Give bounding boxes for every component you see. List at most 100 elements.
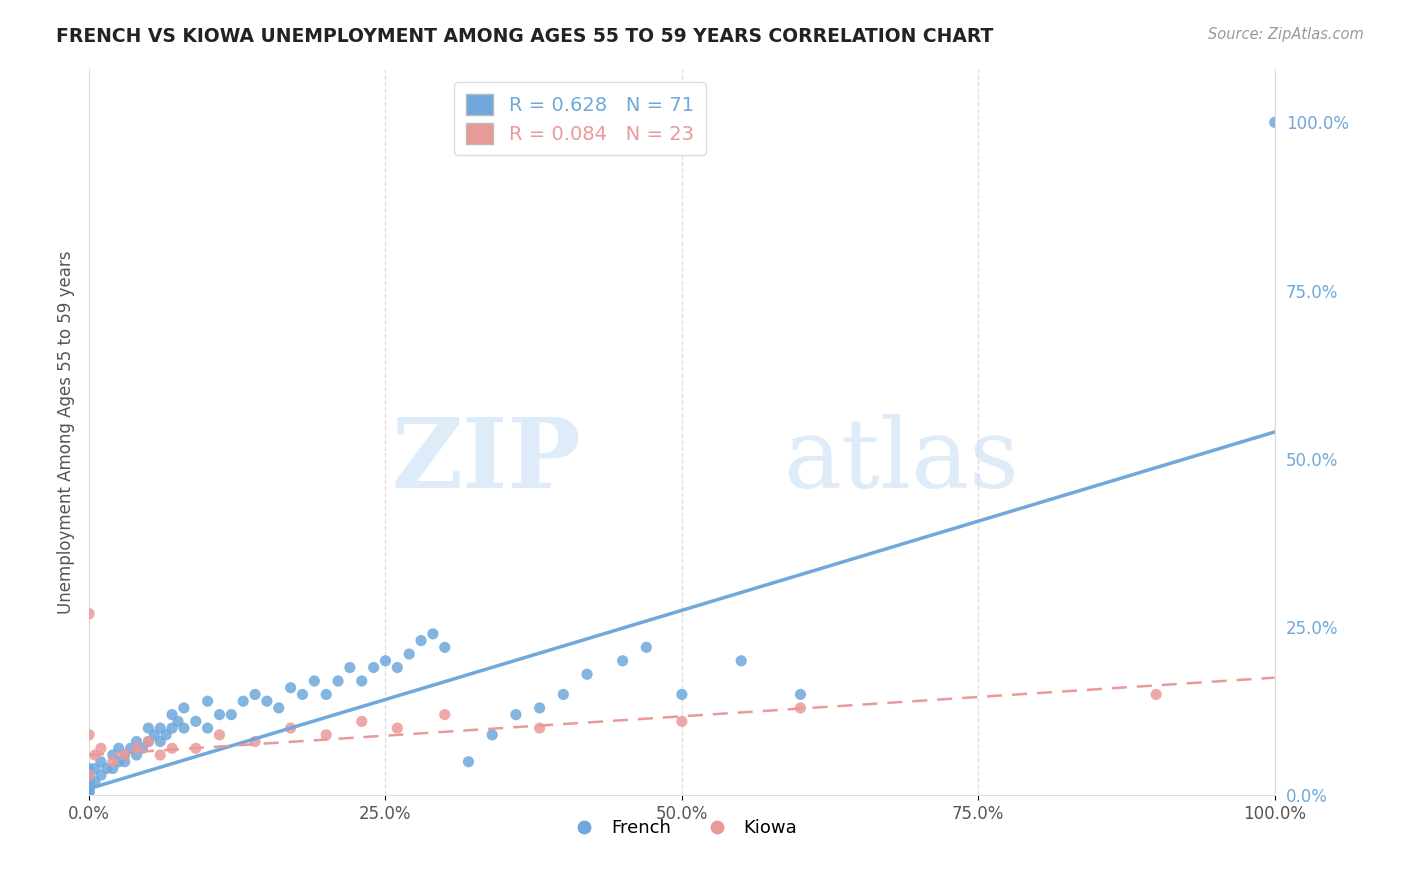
Point: [173, 701, 195, 715]
Point: [576, 667, 599, 681]
Point: [167, 714, 190, 729]
Point: [208, 707, 231, 722]
Point: [280, 681, 302, 695]
Point: [221, 707, 243, 722]
Point: [101, 747, 124, 762]
Point: [315, 688, 337, 702]
Text: FRENCH VS KIOWA UNEMPLOYMENT AMONG AGES 55 TO 59 YEARS CORRELATION CHART: FRENCH VS KIOWA UNEMPLOYMENT AMONG AGES …: [56, 27, 994, 45]
Text: ZIP: ZIP: [392, 414, 581, 508]
Point: [138, 734, 160, 748]
Point: [267, 701, 290, 715]
Point: [553, 688, 575, 702]
Point: [77, 781, 100, 796]
Point: [1264, 115, 1286, 129]
Point: [433, 707, 456, 722]
Point: [84, 762, 107, 776]
Point: [77, 785, 100, 799]
Point: [107, 755, 129, 769]
Point: [789, 688, 811, 702]
Point: [77, 778, 100, 792]
Point: [363, 660, 385, 674]
Point: [243, 734, 266, 748]
Point: [160, 721, 183, 735]
Point: [505, 707, 527, 722]
Point: [131, 741, 153, 756]
Point: [84, 747, 107, 762]
Point: [184, 714, 207, 729]
Point: [90, 755, 112, 769]
Point: [77, 781, 100, 796]
Point: [422, 627, 444, 641]
Point: [96, 762, 118, 776]
Point: [101, 755, 124, 769]
Point: [138, 734, 160, 748]
Point: [612, 654, 634, 668]
Point: [173, 721, 195, 735]
Point: [77, 768, 100, 782]
Text: Source: ZipAtlas.com: Source: ZipAtlas.com: [1208, 27, 1364, 42]
Point: [256, 694, 278, 708]
Point: [77, 775, 100, 789]
Point: [291, 688, 314, 702]
Point: [149, 734, 172, 748]
Point: [149, 721, 172, 735]
Point: [138, 721, 160, 735]
Point: [326, 673, 349, 688]
Point: [730, 654, 752, 668]
Point: [77, 785, 100, 799]
Point: [120, 741, 142, 756]
Point: [529, 701, 551, 715]
Point: [143, 728, 166, 742]
Point: [409, 633, 432, 648]
Point: [350, 673, 373, 688]
Point: [90, 768, 112, 782]
Point: [77, 778, 100, 792]
Point: [232, 694, 254, 708]
Point: [77, 728, 100, 742]
Point: [243, 688, 266, 702]
Point: [155, 728, 177, 742]
Point: [433, 640, 456, 655]
Point: [789, 701, 811, 715]
Point: [529, 721, 551, 735]
Point: [77, 768, 100, 782]
Point: [125, 741, 148, 756]
Point: [160, 707, 183, 722]
Point: [84, 775, 107, 789]
Point: [280, 721, 302, 735]
Point: [208, 728, 231, 742]
Point: [398, 647, 420, 661]
Point: [350, 714, 373, 729]
Point: [114, 755, 136, 769]
Point: [387, 660, 409, 674]
Point: [374, 654, 396, 668]
Point: [636, 640, 658, 655]
Point: [114, 747, 136, 762]
Point: [671, 688, 693, 702]
Point: [125, 747, 148, 762]
Point: [101, 762, 124, 776]
Point: [387, 721, 409, 735]
Point: [197, 694, 219, 708]
Point: [114, 747, 136, 762]
Point: [671, 714, 693, 729]
Point: [457, 755, 479, 769]
Point: [184, 741, 207, 756]
Point: [304, 673, 326, 688]
Point: [90, 741, 112, 756]
Point: [125, 734, 148, 748]
Point: [315, 728, 337, 742]
Legend: French, Kiowa: French, Kiowa: [560, 812, 804, 845]
Point: [1144, 688, 1167, 702]
Point: [481, 728, 503, 742]
Point: [197, 721, 219, 735]
Point: [339, 660, 361, 674]
Point: [107, 741, 129, 756]
Text: atlas: atlas: [783, 414, 1019, 508]
Point: [77, 762, 100, 776]
Y-axis label: Unemployment Among Ages 55 to 59 years: Unemployment Among Ages 55 to 59 years: [58, 251, 75, 614]
Point: [160, 741, 183, 756]
Point: [149, 747, 172, 762]
Point: [77, 607, 100, 621]
Point: [77, 772, 100, 786]
